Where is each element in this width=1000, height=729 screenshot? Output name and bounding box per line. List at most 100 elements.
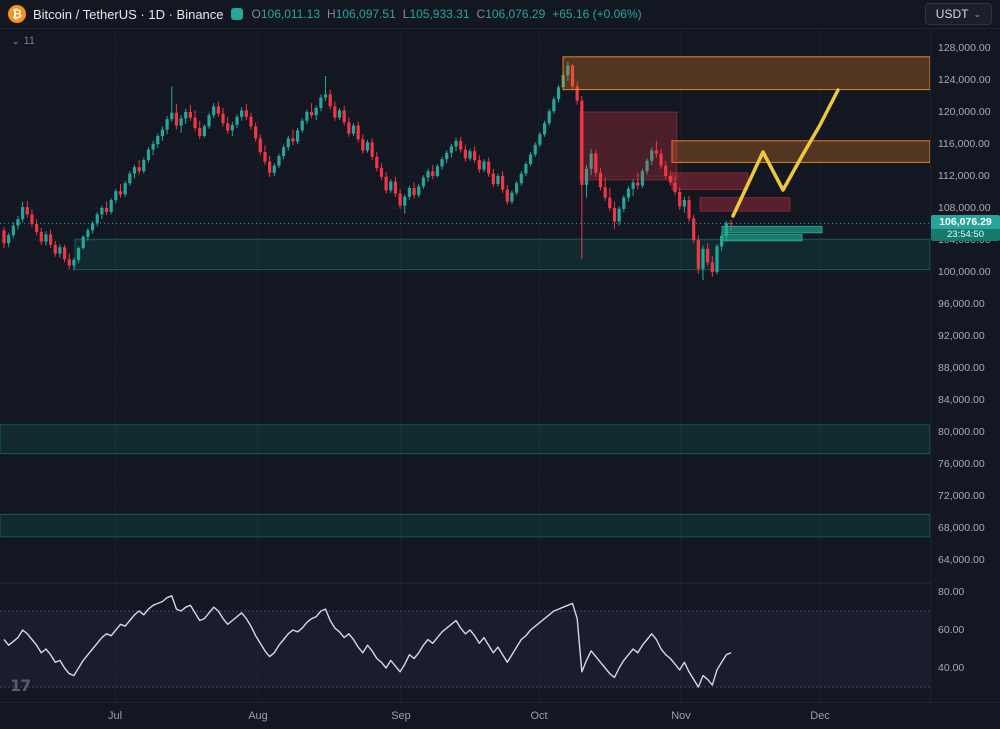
currency-button[interactable]: USDT ⌄ bbox=[924, 3, 992, 25]
supply-zone-red-upper[interactable] bbox=[671, 172, 749, 191]
candle-body bbox=[692, 218, 696, 240]
drawings-count-toggle[interactable]: ⌄ 11 bbox=[7, 34, 40, 48]
price-axis-label: 120,000.00 bbox=[938, 106, 991, 118]
rsi-axis-label: 60.00 bbox=[938, 624, 965, 636]
demand-zone-green-78k[interactable] bbox=[0, 424, 930, 455]
candle-body bbox=[25, 207, 29, 215]
candle-body bbox=[528, 154, 533, 164]
candle-body bbox=[81, 236, 85, 248]
candle-body bbox=[160, 129, 165, 136]
candle-body bbox=[333, 106, 337, 118]
demand-zone-teal-upper[interactable] bbox=[721, 225, 823, 234]
chevron-down-icon: ⌄ bbox=[973, 8, 981, 19]
candle-body bbox=[524, 164, 528, 174]
candle-body bbox=[449, 146, 453, 153]
rsi-band bbox=[0, 611, 930, 687]
candle-body bbox=[412, 188, 416, 196]
supply-zone-orange-mid[interactable] bbox=[671, 140, 930, 163]
candle-body bbox=[39, 232, 43, 242]
candle-body bbox=[100, 208, 104, 215]
candle-body bbox=[515, 183, 519, 193]
candle-body bbox=[7, 235, 11, 244]
candle-body bbox=[198, 128, 202, 136]
price-axis-label: 112,000.00 bbox=[938, 170, 990, 182]
supply-zones bbox=[562, 56, 930, 242]
candle-body bbox=[109, 200, 113, 212]
projection-path-drawing[interactable] bbox=[731, 88, 840, 218]
supply-zone-red-large[interactable] bbox=[579, 111, 678, 181]
candle-body bbox=[2, 230, 6, 244]
open-label: O bbox=[251, 7, 261, 21]
candle-body bbox=[342, 110, 346, 123]
candle-body bbox=[687, 200, 691, 219]
candle-body bbox=[137, 167, 141, 172]
time-axis-label: Oct bbox=[530, 710, 548, 722]
time-axis-label: Jul bbox=[107, 710, 123, 722]
candle-body bbox=[445, 152, 449, 160]
candle-body bbox=[170, 112, 174, 120]
candle-body bbox=[76, 248, 81, 260]
candle-body bbox=[146, 149, 151, 160]
candle-body bbox=[510, 192, 514, 202]
series-marker-icon bbox=[230, 8, 243, 20]
candle-body bbox=[230, 124, 234, 131]
candle-body bbox=[477, 160, 481, 170]
candle-body bbox=[184, 112, 188, 119]
candle-body bbox=[86, 230, 90, 237]
candle-body bbox=[729, 223, 733, 225]
candle-body bbox=[370, 142, 374, 157]
close-value: 106,076.29 bbox=[485, 7, 546, 21]
price-pane[interactable] bbox=[0, 29, 930, 583]
candle-body bbox=[235, 116, 239, 125]
candle-body bbox=[179, 118, 183, 126]
price-axis-label: 116,000.00 bbox=[938, 138, 990, 150]
candle-body bbox=[533, 144, 537, 155]
candle-body bbox=[263, 152, 267, 162]
supply-zone-orange-top[interactable] bbox=[562, 56, 930, 91]
candle-body bbox=[286, 138, 290, 148]
candle-body bbox=[62, 247, 67, 260]
candle-body bbox=[696, 240, 700, 269]
candle-body bbox=[384, 176, 388, 191]
candle-body bbox=[132, 167, 137, 174]
demand-zone-teal-lower[interactable] bbox=[721, 233, 803, 242]
candle-body bbox=[319, 97, 323, 108]
price-axis-label: 92,000.00 bbox=[938, 330, 985, 342]
candle-body bbox=[668, 176, 672, 183]
currency-label: USDT bbox=[935, 7, 969, 21]
candle-body bbox=[375, 156, 379, 168]
candle-body bbox=[212, 106, 216, 116]
price-axis[interactable]: 106,076.29 23:54:50 128,000.00 124,000.00… bbox=[930, 29, 1000, 702]
candle-body bbox=[226, 123, 230, 131]
price-axis-label: 68,000.00 bbox=[938, 522, 985, 534]
candle-body bbox=[309, 112, 314, 116]
candle-body bbox=[90, 223, 95, 231]
candle-body bbox=[598, 172, 603, 188]
symbol-title[interactable]: Bitcoin / TetherUS · 1D · Binance bbox=[33, 6, 224, 22]
candle-body bbox=[575, 86, 579, 101]
rsi-axis-label: 40.00 bbox=[938, 662, 965, 674]
time-axis[interactable]: Jul Aug Sep Oct Nov Dec bbox=[0, 702, 1000, 729]
candle-body bbox=[207, 115, 211, 127]
candle-body bbox=[128, 173, 132, 184]
candle-body bbox=[608, 197, 612, 208]
tradingview-logo[interactable]: 17 bbox=[10, 676, 31, 695]
candle-body bbox=[244, 110, 248, 117]
supply-zone-red-lower[interactable] bbox=[699, 197, 791, 212]
candle-body bbox=[505, 189, 509, 202]
price-gridlines bbox=[0, 29, 930, 583]
candle-body bbox=[398, 193, 402, 206]
time-axis-label: Nov bbox=[671, 710, 691, 722]
rsi-pane[interactable] bbox=[0, 583, 930, 702]
chevron-down-icon: ⌄ bbox=[12, 35, 20, 46]
candle-body bbox=[272, 165, 276, 173]
demand-zone-green-68k[interactable] bbox=[0, 513, 930, 538]
demand-zone-green-main[interactable] bbox=[74, 238, 930, 271]
high-label: H bbox=[327, 7, 336, 21]
ohlc-legend: O106,011.13 H106,097.51 L105,933.31 C106… bbox=[252, 7, 642, 21]
candle-body bbox=[519, 173, 523, 184]
candle-body bbox=[365, 142, 370, 151]
candle-body bbox=[295, 130, 300, 142]
candle-body bbox=[570, 65, 575, 87]
time-axis-label: Sep bbox=[391, 710, 411, 722]
